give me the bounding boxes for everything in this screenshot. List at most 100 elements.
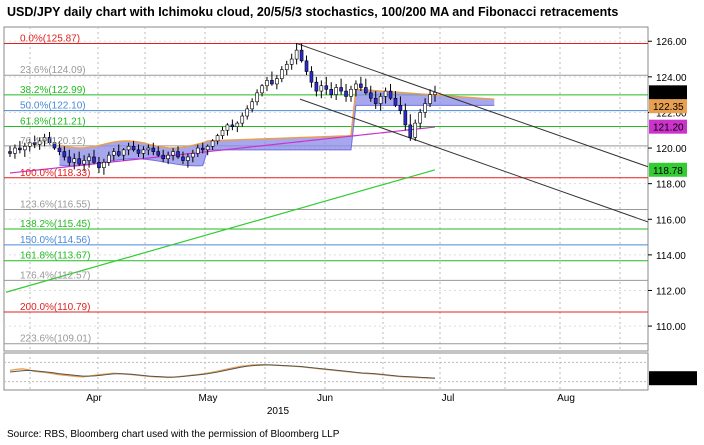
candle-body-34: [176, 151, 180, 158]
candle-body-59: [299, 49, 304, 62]
candle-body-82: [413, 122, 418, 138]
candle-body-50: [255, 92, 259, 103]
candle-body-42: [215, 135, 220, 142]
fib-label-13: 223.6%(109.01): [20, 334, 91, 345]
month-label-3: Jul: [442, 393, 455, 404]
price-tick-label-6: 114.00: [656, 251, 686, 262]
price-tick-label-3: 120.00: [656, 144, 687, 155]
candle-body-66: [334, 87, 338, 95]
stochastic-panel-frame: [3, 352, 649, 391]
fib-label-6: 100.0%(118.33): [20, 168, 90, 179]
candle-body-21: [111, 151, 116, 156]
value-box-1: [649, 99, 687, 114]
candlesticks: [8, 43, 437, 175]
fib-label-3: 50.0%(122.10): [20, 101, 86, 112]
candle-body-35: [181, 156, 185, 161]
stoch-value-label: 30.5912: [653, 374, 690, 385]
fib-label-2: 38.2%(122.99): [20, 85, 86, 96]
candle-body-3: [23, 145, 27, 151]
candle-body-39: [200, 147, 205, 151]
candle-body-43: [220, 129, 225, 136]
value-box-label-1: 122.35: [653, 102, 684, 113]
candle-body-65: [329, 89, 334, 95]
candle-body-45: [230, 124, 235, 127]
candle-body-44: [225, 124, 230, 131]
value-box-label-0: 123.13: [653, 88, 684, 99]
candle-body-62: [314, 81, 319, 92]
candle-body-0: [8, 151, 12, 154]
cloud-span-a: [59, 88, 495, 149]
candle-body-53: [270, 80, 274, 85]
candle-body-74: [373, 97, 378, 104]
candle-body-22: [116, 151, 121, 156]
fib-label-4: 61.8%(121.21): [20, 117, 86, 128]
price-axis: 126.00 124.00 122.00 120.00 118.00 116.00 114.…: [648, 37, 687, 333]
candle-body-10: [57, 147, 62, 152]
candle-body-79: [398, 105, 403, 111]
candle-body-54: [275, 78, 279, 85]
price-tick-label-2: 122.00: [656, 108, 687, 119]
price-tick-label-5: 116.00: [656, 215, 686, 226]
candle-body-8: [47, 137, 52, 144]
price-panel-frame: [3, 26, 649, 352]
ichimoku-cloud: [59, 88, 495, 167]
candle-body-58: [294, 49, 299, 60]
value-box-label-2: 121.20: [653, 123, 684, 134]
stoch-value-box: [649, 371, 697, 386]
value-box-label-3: 118.78: [653, 166, 683, 177]
candle-body-30: [156, 151, 161, 156]
candle-body-26: [136, 149, 141, 154]
candle-body-61: [309, 71, 314, 83]
channel-upper-line: [296, 43, 649, 168]
candle-body-38: [195, 147, 200, 154]
candle-body-70: [354, 83, 358, 90]
candle-body-5: [32, 142, 37, 145]
ma-100-line: [9, 126, 436, 174]
moving-averages: [5, 126, 436, 293]
month-label-2: Jun: [317, 393, 333, 404]
candle-body-6: [37, 140, 42, 145]
fib-label-11: 176.4%(112.57): [20, 270, 90, 281]
candle-body-28: [146, 147, 151, 151]
fib-label-12: 200.0%(110.79): [20, 302, 90, 313]
candle-body-7: [42, 137, 47, 142]
channel-lower-line: [299, 98, 649, 223]
chart-title: USD/JPY daily chart with Ichimoku cloud,…: [7, 5, 619, 19]
fib-label-8: 138.2%(115.45): [20, 219, 90, 230]
candle-body-17: [92, 156, 96, 163]
fib-label-5: 76.4%(120.12): [20, 136, 86, 147]
candle-body-52: [265, 80, 269, 87]
fib-label-0: 0.0%(125.87): [20, 34, 80, 45]
candle-body-56: [284, 64, 289, 71]
candle-body-33: [171, 151, 175, 156]
candle-body-19: [102, 161, 106, 168]
candle-body-24: [126, 145, 131, 151]
trend-channel: [296, 43, 649, 223]
candle-body-27: [141, 149, 146, 154]
price-tick-label-4: 118.00: [656, 180, 686, 191]
candle-body-60: [304, 60, 309, 72]
month-label-0: Apr: [86, 393, 102, 404]
fibonacci-labels: 0.0%(125.87) 23.6%(124.09) 38.2%(122.99) 50…: [20, 34, 91, 345]
candle-body-40: [205, 145, 210, 151]
candle-body-4: [27, 142, 32, 147]
candle-body-67: [339, 87, 343, 92]
candle-body-11: [62, 151, 67, 158]
candle-body-49: [250, 101, 254, 110]
candle-body-18: [97, 161, 101, 168]
fib-label-9: 150.0%(114.56): [20, 235, 90, 246]
price-tick-label-1: 124.00: [656, 73, 687, 84]
candle-body-48: [245, 108, 250, 117]
candle-body-57: [289, 58, 294, 65]
price-tick-label-0: 126.00: [656, 37, 687, 48]
candle-body-2: [18, 147, 22, 151]
candle-body-64: [324, 85, 329, 90]
value-box-0: [649, 85, 687, 100]
candle-body-85: [428, 94, 432, 104]
cloud-area: [59, 89, 495, 166]
candle-body-77: [388, 90, 393, 99]
candle-body-23: [121, 149, 126, 156]
candle-body-71: [359, 83, 363, 88]
price-tick-label-7: 112.00: [656, 286, 686, 297]
